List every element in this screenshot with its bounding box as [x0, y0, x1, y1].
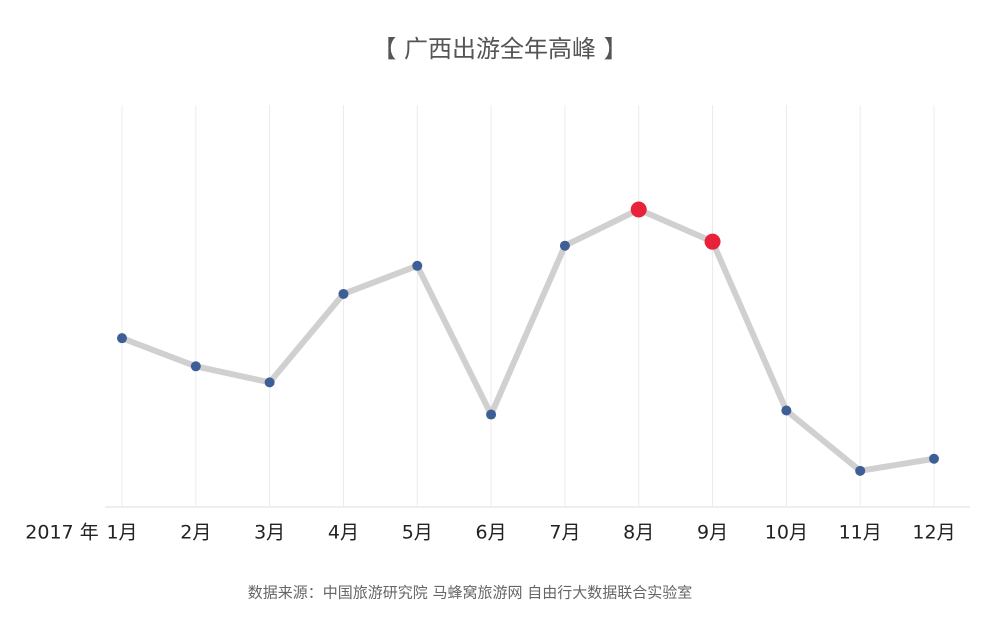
- year-label: 2017 年: [25, 522, 98, 544]
- x-tick-label: 1月: [106, 522, 137, 544]
- data-point: [781, 405, 792, 416]
- highlight-point: [630, 201, 647, 218]
- chart-title: 【 广西出游全年高峰 】: [372, 35, 627, 63]
- x-tick-label: 6月: [476, 522, 507, 544]
- x-tick-label: 4月: [328, 522, 359, 544]
- data-point: [412, 260, 423, 271]
- data-point: [190, 361, 201, 372]
- x-tick-label: 3月: [254, 522, 285, 544]
- x-tick-label: 8月: [623, 522, 654, 544]
- x-tick-label: 7月: [549, 522, 580, 544]
- source-note: 数据来源：中国旅游研究院 马蜂窝旅游网 自由行大数据联合实验室: [248, 584, 693, 602]
- data-point: [338, 288, 349, 299]
- data-point: [264, 377, 275, 388]
- x-tick-label: 12月: [912, 522, 955, 544]
- data-point: [559, 240, 570, 251]
- data-point: [117, 333, 127, 344]
- x-tick-label: 5月: [402, 522, 433, 544]
- highlight-point: [704, 233, 721, 250]
- x-tick-label: 2月: [180, 522, 211, 544]
- x-tick-label: 11月: [839, 522, 882, 544]
- data-point: [486, 409, 497, 420]
- data-line: [119, 206, 937, 474]
- x-tick-label: 9月: [697, 522, 728, 544]
- data-point: [855, 465, 866, 476]
- x-tick-label: 10月: [765, 522, 808, 544]
- data-point: [929, 453, 939, 464]
